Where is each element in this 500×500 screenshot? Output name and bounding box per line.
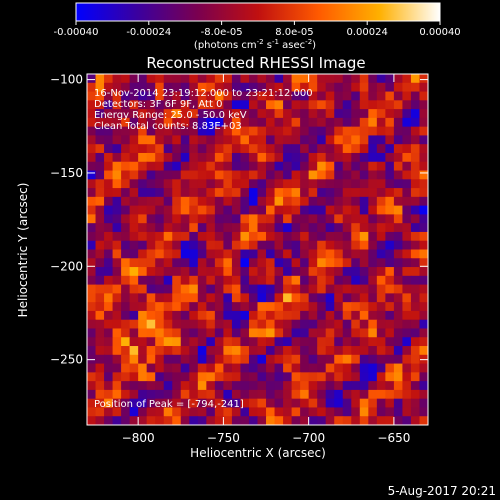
chart-title: Reconstructed RHESSI Image [146,54,365,72]
annotation-time-range: 16-Nov-2014 23:19:12.000 to 23:21:12.000 [94,88,313,99]
x-tick-label: −650 [377,431,410,445]
heatmap-image [87,74,428,425]
colorbar-tick-label: 0.00040 [419,27,460,38]
y-tick-label: −100 [50,73,83,87]
footer-timestamp: 5-Aug-2017 20:21 [388,484,496,498]
x-axis: −800 −750 −700 −650 [122,74,410,445]
plot-frame [86,73,429,426]
y-tick-label: −150 [50,166,83,180]
colorbar-gradient [75,2,441,22]
annotation-peak-position: Position of Peak = [-794,-241] [94,399,244,410]
x-axis-label: Heliocentric X (arcsec) [190,446,326,460]
x-tick-label: −700 [292,431,325,445]
colorbar-ticks: -0.00040 -0.00024 -8.0e-05 8.0e-05 0.00024 0.… [54,21,461,38]
x-tick-label: −750 [207,431,240,445]
annotation-clean-counts: Clean Total counts: 8.83E+03 [94,121,242,132]
colorbar-tick-label: -0.00040 [54,27,99,38]
colorbar-tick-label: -0.00024 [126,27,171,38]
colorbar-tick-label: 8.0e-05 [275,27,313,38]
x-tick-label: −800 [122,431,155,445]
colorbar-tick-label: 0.00024 [347,27,388,38]
colorbar-tick-label: -8.0e-05 [201,27,243,38]
annotation-block: 16-Nov-2014 23:19:12.000 to 23:21:12.000… [94,88,313,410]
y-tick-label: −250 [50,353,83,367]
y-axis-label: Heliocentric Y (arcsec) [16,183,30,318]
annotation-energy-range: Energy Range: 25.0 - 50.0 keV [94,110,247,121]
colorbar-units-label: (photons cm-2 s-1 asec-2) [194,38,316,51]
y-axis: −100 −150 −200 −250 [50,73,428,367]
y-tick-label: −200 [50,259,83,273]
annotation-detectors: Detectors: 3F 6F 9F, Att 0 [94,99,222,110]
colorbar: -0.00040 -0.00024 -8.0e-05 8.0e-05 0.00024 0.… [54,2,461,51]
